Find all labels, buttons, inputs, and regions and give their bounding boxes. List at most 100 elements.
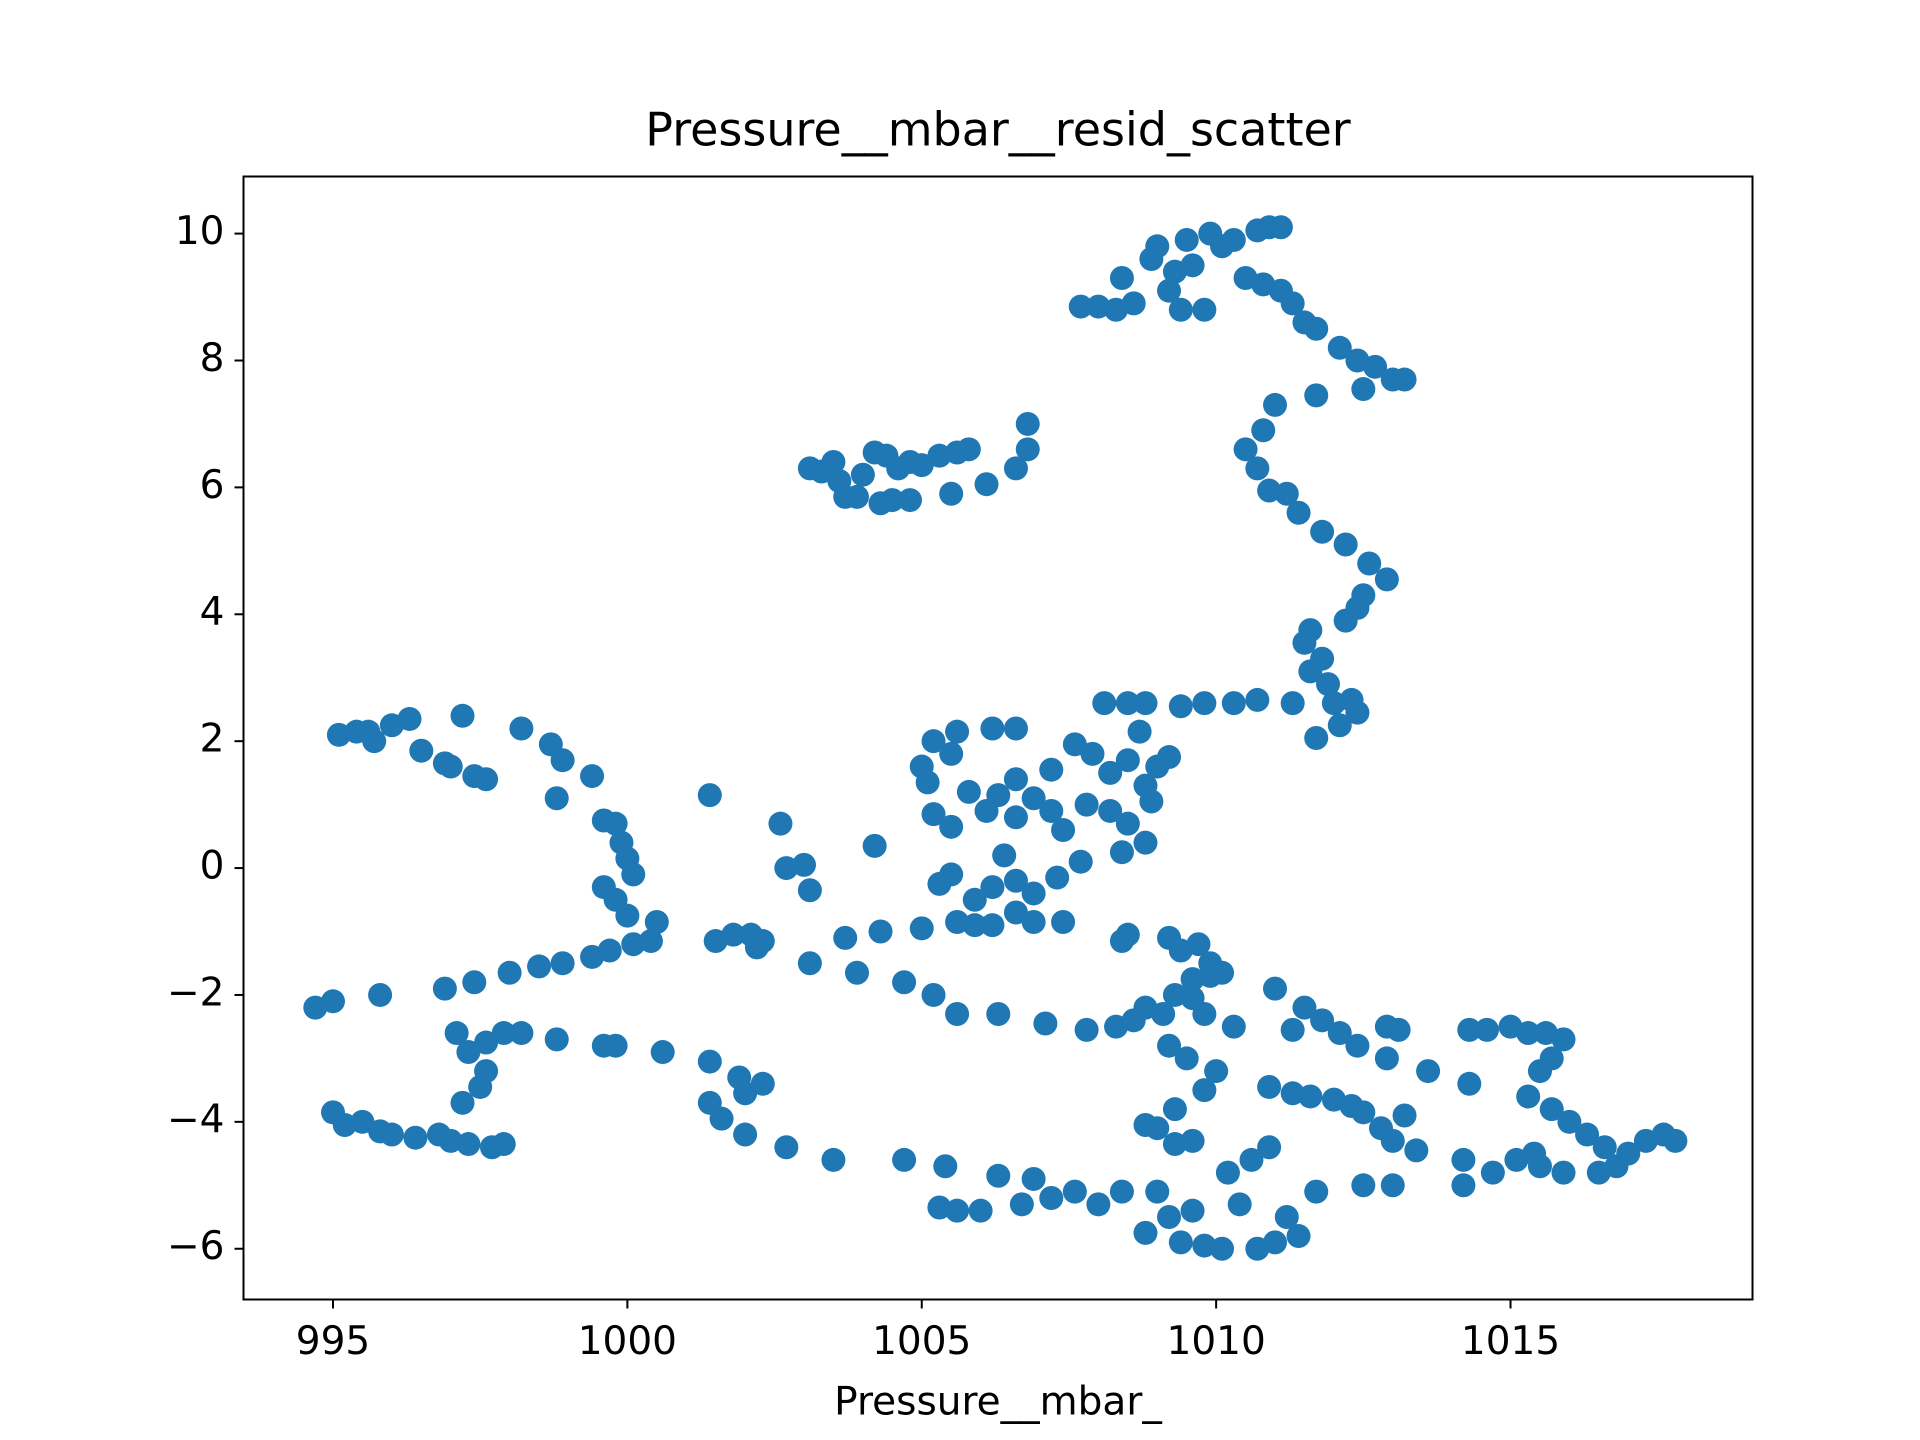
scatter-point <box>1221 227 1246 252</box>
scatter-point <box>650 1040 675 1065</box>
scatter-point <box>1162 982 1187 1007</box>
scatter-point <box>1086 294 1111 319</box>
plot-area <box>303 215 1688 1261</box>
scatter-point <box>1003 716 1028 741</box>
y-tick-label: −2 <box>167 970 225 1015</box>
scatter-point <box>1457 1017 1482 1042</box>
scatter-point <box>968 1198 993 1223</box>
scatter-point <box>1474 1017 1499 1042</box>
y-tick-label: 4 <box>200 590 225 635</box>
scatter-point <box>1268 215 1293 240</box>
scatter-point <box>1003 456 1028 481</box>
scatter-point <box>1174 1046 1199 1071</box>
scatter-point <box>638 929 663 954</box>
scatter-point <box>320 989 345 1014</box>
y-tick-label: 6 <box>200 463 225 508</box>
scatter-point <box>1109 266 1134 291</box>
scatter-point <box>774 1135 799 1160</box>
scatter-point <box>939 481 964 506</box>
scatter-point <box>1109 929 1134 954</box>
scatter-point <box>892 1147 917 1172</box>
scatter-point <box>1298 1084 1323 1109</box>
scatter-point <box>962 913 987 938</box>
scatter-point <box>1151 1001 1176 1026</box>
scatter-point <box>1021 881 1046 906</box>
scatter-point <box>986 783 1011 808</box>
scatter-point <box>1039 757 1064 782</box>
scatter-point <box>438 754 463 779</box>
scatter-point <box>1109 1179 1134 1204</box>
scatter-point <box>1351 377 1376 402</box>
scatter-point <box>1192 1233 1217 1258</box>
scatter-point <box>1157 745 1182 770</box>
scatter-point <box>1115 811 1140 836</box>
scatter-point <box>1127 719 1152 744</box>
scatter-point <box>1304 726 1329 750</box>
scatter-point <box>1115 748 1140 773</box>
scatter-point <box>1292 630 1317 655</box>
scatter-point <box>621 862 646 887</box>
scatter-point <box>550 748 575 773</box>
scatter-point <box>1451 1147 1476 1172</box>
scatter-point <box>844 960 869 985</box>
scatter-point <box>1162 1097 1187 1122</box>
scatter-point <box>350 1109 375 1134</box>
scatter-point <box>844 484 869 509</box>
scatter-point <box>1416 1059 1441 1084</box>
scatter-point <box>1274 1205 1299 1230</box>
scatter-point <box>945 719 970 744</box>
scatter-point <box>1592 1135 1617 1160</box>
scatter-point <box>1245 456 1270 481</box>
scatter-point <box>986 1163 1011 1188</box>
scatter-point <box>1286 500 1311 525</box>
scatter-point <box>491 1132 516 1157</box>
scatter-point <box>1204 1059 1229 1084</box>
scatter-point <box>432 976 457 1001</box>
scatter-point <box>980 875 1005 900</box>
scatter-point <box>1192 297 1217 322</box>
scatter-point <box>1133 1220 1158 1245</box>
scatter-point <box>326 722 351 747</box>
scatter-point <box>1310 1008 1335 1033</box>
scatter-point <box>1304 1179 1329 1204</box>
scatter-point <box>1557 1109 1582 1134</box>
scatter-point <box>397 706 422 731</box>
scatter-point <box>1457 1071 1482 1096</box>
scatter-point <box>1086 1192 1111 1217</box>
scatter-point <box>1351 1100 1376 1125</box>
scatter-point <box>1021 909 1046 934</box>
scatter-point <box>833 925 858 950</box>
scatter-point <box>1221 691 1246 716</box>
scatter-point <box>945 1001 970 1026</box>
scatter-point <box>821 450 846 475</box>
scatter-point <box>1039 1185 1064 1210</box>
scatter-point <box>1051 909 1076 934</box>
scatter-point <box>721 922 746 947</box>
scatter-point <box>1098 798 1123 823</box>
scatter-point <box>1192 1001 1217 1026</box>
scatter-point <box>1074 792 1099 817</box>
scatter-point <box>1374 1046 1399 1071</box>
scatter-point <box>862 833 887 858</box>
scatter-point <box>1327 335 1352 360</box>
scatter-point <box>939 862 964 887</box>
scatter-point <box>1345 700 1370 725</box>
scatter-point <box>974 472 999 497</box>
x-tick-label: 1010 <box>1167 1319 1266 1364</box>
scatter-point <box>1045 865 1070 890</box>
scatter-point <box>1304 316 1329 341</box>
scatter-point <box>368 982 393 1007</box>
scatter-point <box>1392 367 1417 392</box>
scatter-point <box>1274 481 1299 506</box>
scatter-point <box>1380 1173 1405 1198</box>
scatter-point <box>1251 418 1276 443</box>
scatter-point <box>1180 253 1205 278</box>
scatter-point <box>615 903 640 928</box>
scatter-point <box>621 932 646 957</box>
scatter-point <box>933 1154 958 1179</box>
scatter-point <box>1168 297 1193 322</box>
scatter-point <box>409 738 434 763</box>
scatter-point <box>1074 1017 1099 1042</box>
scatter-point <box>1257 1074 1282 1099</box>
